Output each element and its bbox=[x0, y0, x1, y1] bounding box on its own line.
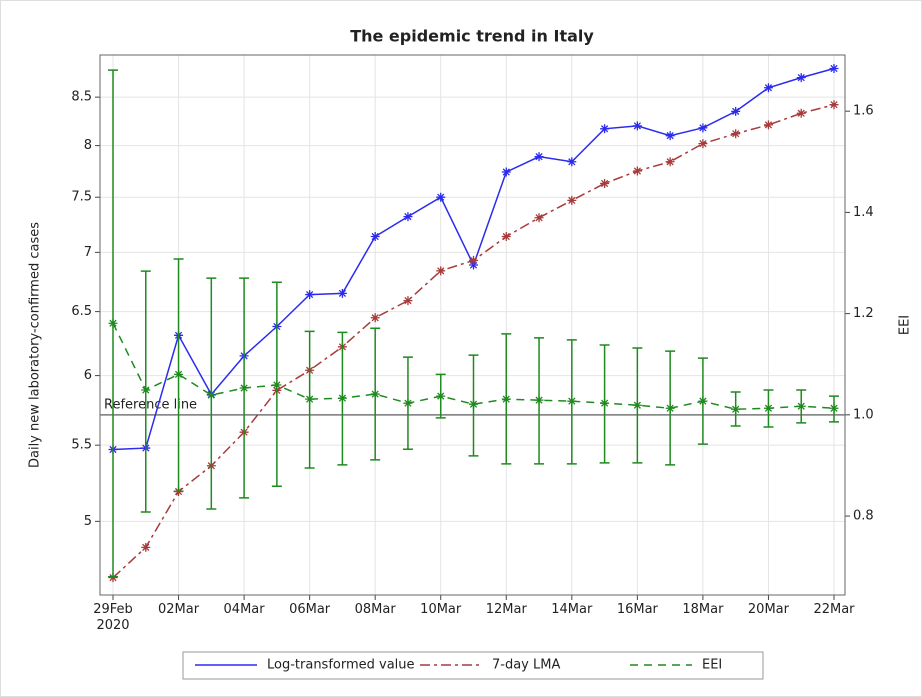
legend-label: Log-transformed value bbox=[267, 658, 415, 673]
marker bbox=[829, 403, 839, 413]
marker bbox=[731, 129, 741, 139]
marker bbox=[796, 73, 806, 83]
marker bbox=[501, 232, 511, 242]
marker bbox=[108, 573, 118, 583]
marker bbox=[272, 380, 282, 390]
marker bbox=[370, 313, 380, 323]
marker bbox=[665, 131, 675, 141]
marker bbox=[337, 288, 347, 298]
marker bbox=[600, 178, 610, 188]
series-line bbox=[112, 322, 835, 411]
marker bbox=[305, 394, 315, 404]
marker bbox=[534, 213, 544, 223]
marker bbox=[469, 399, 478, 409]
y2-tick-label: 1.0 bbox=[853, 407, 874, 422]
marker bbox=[632, 121, 642, 131]
y-tick-label: 8 bbox=[84, 138, 92, 153]
marker bbox=[600, 124, 610, 134]
marker bbox=[763, 83, 773, 93]
marker bbox=[632, 400, 642, 410]
y-tick-label: 5.5 bbox=[71, 438, 92, 453]
marker bbox=[174, 369, 184, 379]
marker bbox=[239, 383, 249, 393]
marker bbox=[763, 403, 773, 413]
marker bbox=[731, 106, 741, 116]
marker bbox=[698, 139, 708, 149]
y2-tick-label: 0.8 bbox=[853, 509, 874, 524]
marker bbox=[501, 394, 511, 404]
y2-tick-label: 1.6 bbox=[853, 104, 874, 119]
x-tick-label: 06Mar bbox=[289, 602, 331, 617]
marker bbox=[436, 266, 446, 276]
y-axis-label: Daily new laboratory-confirmed cases bbox=[28, 222, 43, 468]
marker bbox=[206, 390, 216, 400]
x-tick-label: 29Feb 2020 bbox=[93, 602, 133, 633]
plot-area bbox=[99, 54, 846, 596]
marker bbox=[403, 398, 413, 408]
marker bbox=[567, 195, 577, 205]
marker bbox=[108, 318, 118, 328]
x-tick-label: 02Mar bbox=[157, 602, 200, 617]
marker bbox=[141, 542, 151, 552]
marker bbox=[141, 385, 151, 395]
marker bbox=[370, 389, 380, 399]
x-tick-label: 04Mar bbox=[223, 602, 265, 617]
legend-label: 7-day LMA bbox=[492, 658, 560, 673]
x-tick-label: 22Mar bbox=[813, 602, 855, 617]
marker bbox=[534, 152, 544, 162]
legend-label: EEI bbox=[702, 658, 722, 673]
x-tick-label: 16Mar bbox=[616, 602, 658, 617]
marker bbox=[337, 393, 347, 403]
y-tick-label: 7 bbox=[84, 245, 92, 260]
reference-line-label: Reference line bbox=[104, 397, 197, 412]
legend-box bbox=[182, 651, 764, 680]
marker bbox=[305, 290, 315, 300]
marker bbox=[469, 255, 478, 265]
marker bbox=[436, 391, 446, 401]
marker bbox=[698, 396, 708, 406]
y2-tick-label: 1.2 bbox=[853, 306, 874, 321]
marker bbox=[501, 167, 511, 177]
marker bbox=[829, 100, 839, 110]
marker bbox=[665, 157, 675, 167]
marker bbox=[403, 212, 413, 222]
marker bbox=[796, 108, 806, 118]
y-tick-label: 8.5 bbox=[71, 90, 92, 105]
marker bbox=[632, 166, 642, 176]
x-tick-label: 20Mar bbox=[747, 602, 789, 617]
x-tick-label: 12Mar bbox=[485, 602, 527, 617]
marker bbox=[403, 296, 413, 306]
marker bbox=[534, 395, 544, 405]
marker bbox=[436, 192, 446, 202]
y-tick-label: 6 bbox=[84, 368, 92, 383]
x-tick-label: 08Mar bbox=[354, 602, 396, 617]
x-tick-label: 10Mar bbox=[420, 602, 462, 617]
y-tick-label: 7.5 bbox=[71, 190, 92, 205]
marker bbox=[600, 398, 610, 408]
marker bbox=[731, 404, 741, 414]
chart-title: The epidemic trend in Italy bbox=[350, 27, 594, 46]
marker bbox=[370, 232, 380, 242]
y2-axis-label: EEI bbox=[898, 315, 913, 335]
marker bbox=[469, 260, 478, 270]
marker bbox=[763, 120, 773, 130]
x-tick-label: 18Mar bbox=[682, 602, 724, 617]
marker bbox=[665, 403, 675, 413]
marker bbox=[567, 396, 577, 406]
marker bbox=[698, 123, 708, 133]
y-tick-label: 6.5 bbox=[71, 304, 92, 319]
y-tick-label: 5 bbox=[84, 514, 92, 529]
marker bbox=[829, 63, 839, 73]
marker bbox=[796, 401, 806, 411]
y2-tick-label: 1.4 bbox=[853, 205, 874, 220]
marker bbox=[567, 157, 577, 167]
x-tick-label: 14Mar bbox=[551, 602, 593, 617]
